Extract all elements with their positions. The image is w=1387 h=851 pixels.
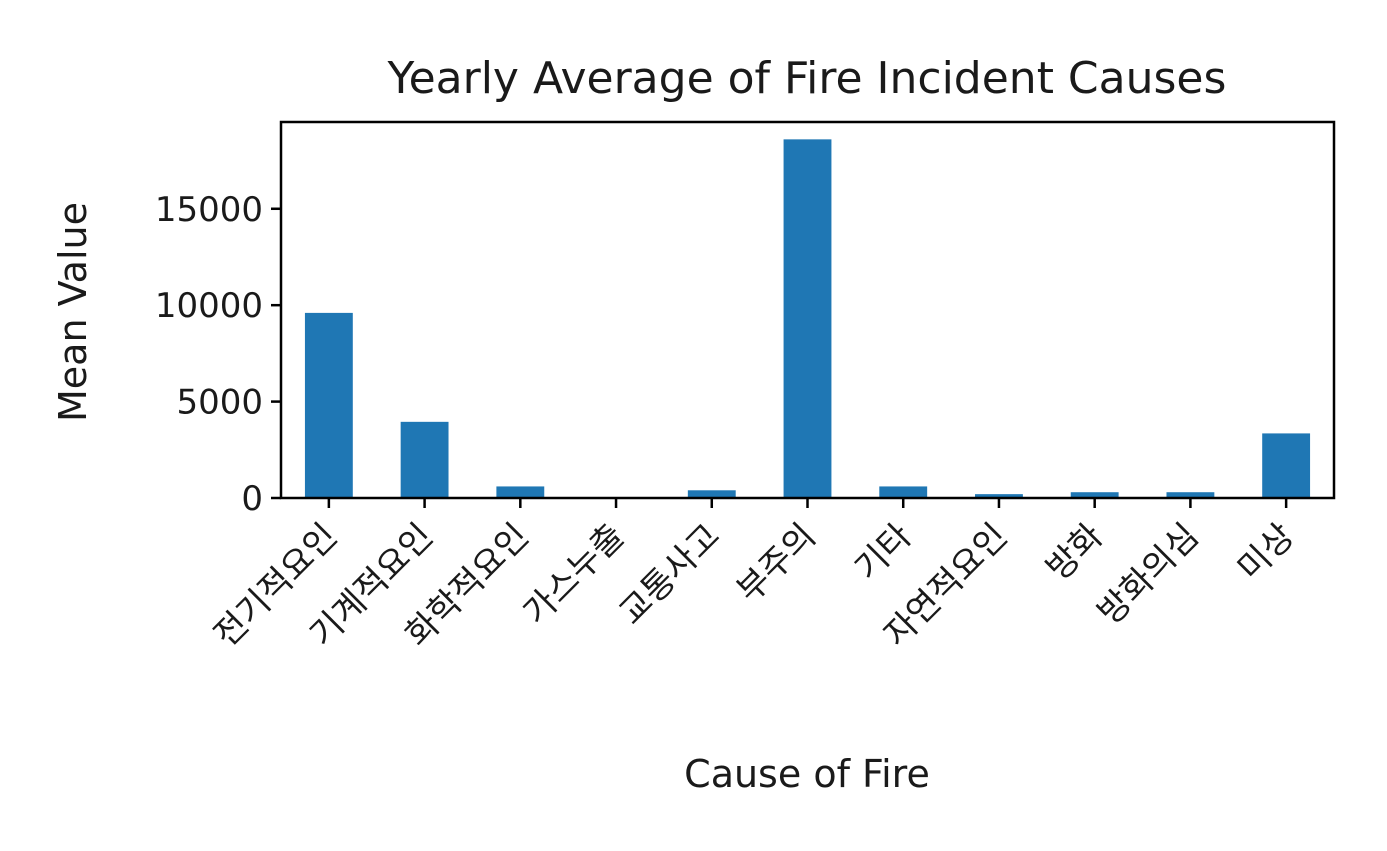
bar (1070, 492, 1119, 498)
x-tick-label: 교통사고 (611, 516, 728, 633)
bar (1166, 492, 1215, 498)
x-axis-label: Cause of Fire (684, 752, 930, 796)
y-axis-label: Mean Value (51, 202, 95, 422)
bar (783, 139, 832, 498)
x-tick-label: 가스누출 (516, 516, 633, 633)
bar (879, 486, 928, 498)
bar (304, 312, 353, 498)
x-tick-label: 미상 (1230, 516, 1303, 589)
y-tick-label: 10000 (155, 286, 263, 326)
bar (1262, 433, 1311, 498)
x-tick-label: 부주의 (729, 516, 824, 611)
x-tick-label: 방화의심 (1090, 516, 1207, 633)
y-tick-label: 15000 (155, 190, 263, 230)
y-tick-label: 5000 (176, 383, 263, 423)
y-tick-label: 0 (241, 479, 263, 519)
bar (687, 490, 736, 498)
x-tick-label: 기타 (847, 516, 920, 589)
bar (975, 494, 1023, 498)
bar (496, 486, 545, 498)
bar (400, 421, 449, 498)
x-tick-label: 방화 (1039, 516, 1112, 589)
chart-title: Yearly Average of Fire Incident Causes (387, 53, 1227, 104)
axes-frame (279, 120, 1336, 500)
